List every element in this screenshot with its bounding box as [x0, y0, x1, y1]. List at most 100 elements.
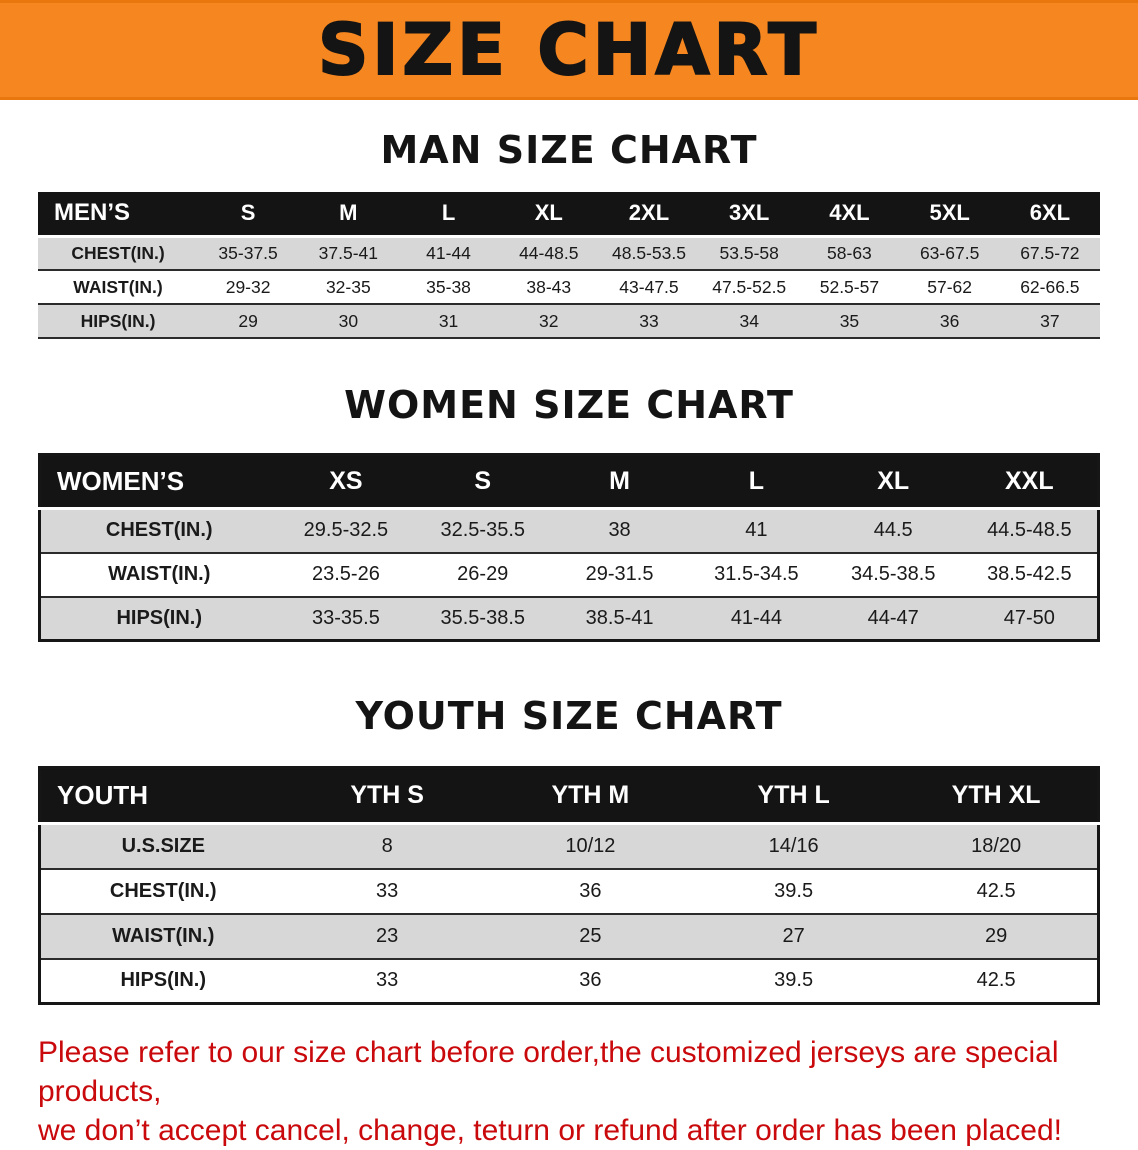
- size-value: 10/12: [565, 834, 616, 857]
- size-value: 26-29: [457, 563, 509, 585]
- column-header: 5XL: [899, 192, 1000, 238]
- size-value: 35-38: [426, 276, 471, 297]
- size-value: 67.5-72: [1020, 242, 1080, 263]
- women-size-table: WOMEN’S XS S M L XL XXL CHEST(IN.) 29.5-32.5 32.5…: [38, 453, 1100, 642]
- row-label: CHEST(IN.): [105, 519, 213, 542]
- table-row: U.S.SIZE 8 10/12 14/16 18/20: [39, 823, 1099, 869]
- youth-section: YOUTH SIZE CHART YOUTH YTH S YTH M YTH L YTH…: [0, 694, 1138, 1005]
- size-value: 38: [608, 519, 631, 542]
- row-label: WAIST(IN.): [112, 924, 215, 947]
- column-header: XL: [498, 192, 599, 238]
- size-value: 33: [376, 969, 399, 992]
- size-value: 30: [338, 310, 359, 331]
- column-header: 6XL: [999, 192, 1100, 238]
- size-value: 34: [739, 310, 759, 331]
- column-header: XL: [824, 454, 962, 510]
- youth-section-heading: YOUTH SIZE CHART: [355, 694, 783, 738]
- men-section-heading: MAN SIZE CHART: [380, 128, 758, 172]
- size-value: 27: [782, 924, 805, 947]
- size-value: 44-48.5: [519, 242, 579, 263]
- size-value: 38.5-42.5: [987, 563, 1072, 585]
- footer-note-line-2: we don’t accept cancel, change, teturn o…: [38, 1114, 1062, 1147]
- size-value: 33: [639, 310, 659, 331]
- column-header: S: [414, 454, 552, 510]
- size-value: 43-47.5: [619, 276, 679, 297]
- size-value: 42.5: [976, 969, 1016, 992]
- size-value: 44-47: [867, 606, 919, 629]
- column-header: M: [551, 454, 688, 510]
- size-value: 36: [579, 969, 602, 992]
- table-row: WAIST(IN.) 23 25 27 29: [39, 913, 1099, 959]
- table-row: WAIST(IN.) 29-32 32-35 35-38 38-43 43-47.5 47.…: [38, 270, 1100, 304]
- table-title: YOUTH: [39, 767, 286, 825]
- size-value: 34.5-38.5: [850, 563, 936, 585]
- table-row: WAIST(IN.) 23.5-26 26-29 29-31.5 31.5-34.5 34…: [39, 552, 1099, 597]
- size-value: 37: [1040, 310, 1060, 331]
- size-value: 41-44: [730, 606, 782, 629]
- row-label: U.S.SIZE: [121, 834, 205, 857]
- size-value: 8: [381, 834, 393, 857]
- size-value: 41-44: [426, 242, 471, 263]
- table-row: CHEST(IN.) 33 36 39.5 42.5: [39, 868, 1099, 914]
- footer-note: Please refer to our size chart before or…: [38, 1033, 1108, 1150]
- row-label: CHEST(IN.): [109, 879, 217, 902]
- men-section: MAN SIZE CHART MEN’S S M L XL 2XL 3XL 4XL 5XL 6XL…: [0, 128, 1138, 339]
- size-value: 39.5: [774, 879, 814, 902]
- table-row: HIPS(IN.) 33 36 39.5 42.5: [39, 958, 1099, 1004]
- size-value: 53.5-58: [719, 242, 779, 263]
- row-label: WAIST(IN.): [73, 276, 163, 297]
- column-header: XXL: [961, 454, 1099, 510]
- size-value: 63-67.5: [919, 242, 980, 263]
- size-value: 29: [985, 924, 1008, 947]
- size-value: 48.5-53.5: [612, 242, 686, 263]
- size-value: 62-66.5: [1020, 276, 1080, 297]
- size-value: 42.5: [976, 879, 1016, 902]
- row-label: HIPS(IN.): [116, 606, 203, 629]
- size-value: 38.5-41: [585, 606, 654, 629]
- youth-size-table: YOUTH YTH S YTH M YTH L YTH XL U.S.SIZE 8 10/12…: [38, 766, 1100, 1005]
- table-row: CHEST(IN.) 35-37.5 37.5-41 41-44 44-48.5 48.5…: [38, 236, 1100, 270]
- size-value: 37.5-41: [318, 242, 378, 263]
- row-label: WAIST(IN.): [108, 563, 211, 585]
- size-value: 58-63: [827, 242, 872, 263]
- column-header: YTH M: [488, 767, 692, 825]
- size-value: 38-43: [526, 276, 572, 297]
- table-row: HIPS(IN.) 29 30 31 32 33 34 35 36 37: [38, 304, 1100, 338]
- men-size-table: MEN’S S M L XL 2XL 3XL 4XL 5XL 6XL CHEST(IN.) 35-37…: [38, 192, 1100, 339]
- size-value: 33-35.5: [311, 606, 380, 629]
- table-title: WOMEN’S: [39, 454, 278, 510]
- size-value: 47.5-52.5: [712, 276, 787, 297]
- row-label: CHEST(IN.): [71, 242, 165, 263]
- size-value: 31: [438, 310, 459, 331]
- size-value: 23: [376, 924, 399, 947]
- table-row: CHEST(IN.) 29.5-32.5 32.5-35.5 38 41 44.5 44.5…: [39, 508, 1099, 553]
- column-header: 3XL: [699, 192, 800, 238]
- size-value: 18/20: [971, 834, 1022, 857]
- column-header: M: [298, 192, 399, 238]
- size-value: 41: [745, 519, 768, 542]
- size-value: 29: [238, 310, 258, 331]
- size-value: 29.5-32.5: [303, 519, 389, 542]
- column-header: L: [687, 454, 825, 510]
- size-value: 36: [579, 879, 602, 902]
- table-title: MEN’S: [38, 192, 198, 238]
- table-row: HIPS(IN.) 33-35.5 35.5-38.5 38.5-41 41-44 44-…: [39, 596, 1099, 641]
- column-header: YTH S: [285, 767, 489, 825]
- column-header: S: [198, 192, 299, 238]
- size-value: 35.5-38.5: [440, 606, 525, 629]
- column-header: XS: [277, 454, 415, 510]
- size-value: 36: [939, 310, 960, 331]
- column-header: YTH L: [692, 767, 896, 825]
- size-value: 31.5-34.5: [714, 563, 799, 585]
- size-value: 29-31.5: [585, 563, 654, 585]
- column-header: 2XL: [598, 192, 700, 238]
- size-value: 32-35: [325, 276, 371, 297]
- page-title: SIZE CHART: [317, 9, 821, 91]
- size-value: 23.5-26: [311, 563, 380, 585]
- size-value: 33: [376, 879, 399, 902]
- size-value: 44.5-48.5: [987, 519, 1072, 542]
- footer-note-line-1: Please refer to our size chart before or…: [38, 1036, 1059, 1108]
- size-value: 57-62: [927, 276, 973, 297]
- size-value: 29-32: [225, 276, 271, 297]
